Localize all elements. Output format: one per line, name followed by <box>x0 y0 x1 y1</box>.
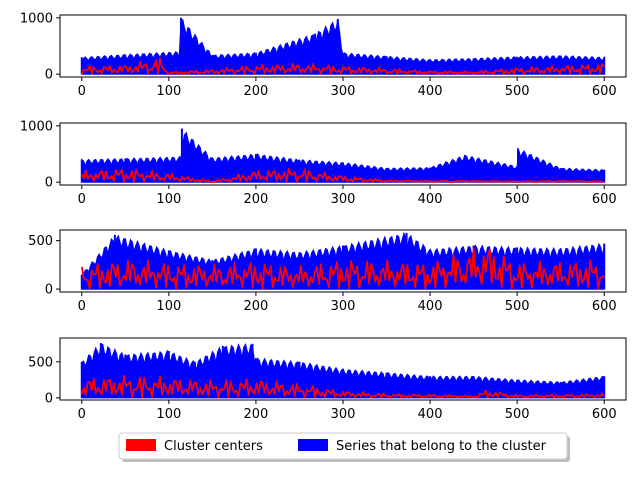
cluster-center-line <box>80 167 605 184</box>
plot-area <box>80 231 606 290</box>
x-tick-label: 200 <box>244 84 269 99</box>
x-tick-label: 0 <box>78 192 86 207</box>
y-tick-label: 0 <box>45 68 53 83</box>
y-tick-label: 1000 <box>20 11 53 26</box>
plot-area <box>80 342 606 399</box>
legend-frame <box>118 432 568 460</box>
legend-label-cluster-centers: Cluster centers <box>164 439 263 454</box>
x-tick-label: 600 <box>592 192 617 207</box>
x-tick-label: 600 <box>592 299 617 314</box>
x-tick-label: 100 <box>156 192 181 207</box>
x-tick-label: 400 <box>418 299 443 314</box>
x-tick-label: 100 <box>156 84 181 99</box>
plot-area <box>80 17 606 76</box>
x-tick-label: 200 <box>244 192 269 207</box>
legend-label-cluster-members: Series that belong to the cluster <box>336 439 547 454</box>
cluster-center-line <box>80 247 605 290</box>
y-tick-label: 0 <box>45 283 53 298</box>
x-tick-label: 300 <box>331 84 356 99</box>
x-tick-label: 500 <box>505 84 530 99</box>
x-tick-label: 500 <box>505 407 530 422</box>
y-tick-label: 0 <box>45 391 53 406</box>
x-tick-label: 0 <box>78 299 86 314</box>
y-tick-label: 1000 <box>20 119 53 134</box>
y-tick-label: 500 <box>28 234 53 249</box>
x-tick-label: 200 <box>244 299 269 314</box>
plot-area <box>80 128 606 184</box>
x-tick-label: 500 <box>505 192 530 207</box>
subplot-2: 0 1000 0 100 200 300 400 500 600 <box>20 119 627 207</box>
x-tick-label: 400 <box>418 84 443 99</box>
x-tick-label: 500 <box>505 299 530 314</box>
y-tick-label: 500 <box>28 355 53 370</box>
x-tick-label: 300 <box>331 299 356 314</box>
y-tick-label: 0 <box>45 176 53 191</box>
x-tick-label: 400 <box>418 192 443 207</box>
legend-swatch-cluster-members <box>298 439 328 451</box>
subplot-3: 0 500 0 100 200 300 400 500 600 <box>28 229 627 314</box>
x-tick-label: 100 <box>156 299 181 314</box>
x-tick-label: 600 <box>592 84 617 99</box>
legend-swatch-cluster-centers <box>126 439 156 451</box>
x-tick-label: 300 <box>331 407 356 422</box>
x-tick-label: 100 <box>156 407 181 422</box>
x-tick-label: 600 <box>592 407 617 422</box>
subplot-4: 0 500 0 100 200 300 400 500 600 <box>28 337 627 422</box>
x-tick-label: 0 <box>78 407 86 422</box>
cluster-center-line <box>80 374 605 399</box>
subplot-1: 0 1000 0 100 200 300 400 500 600 <box>20 11 627 99</box>
x-tick-label: 200 <box>244 407 269 422</box>
x-tick-label: 0 <box>78 84 86 99</box>
legend: Cluster centers Series that belong to th… <box>118 432 570 462</box>
x-tick-label: 400 <box>418 407 443 422</box>
cluster-center-line <box>80 57 605 76</box>
x-tick-label: 300 <box>331 192 356 207</box>
